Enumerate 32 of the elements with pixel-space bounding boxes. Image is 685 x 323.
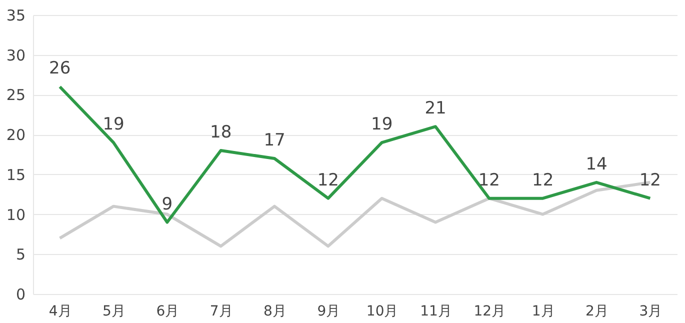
data-label: 12	[478, 170, 500, 190]
y-tick-label: 35	[6, 6, 26, 24]
y-tick-label: 30	[6, 46, 26, 64]
data-label: 21	[424, 98, 446, 119]
x-tick-label: 3月	[639, 304, 662, 320]
x-tick-label: 5月	[102, 304, 126, 320]
data-label: 12	[317, 170, 339, 190]
data-label: 17	[264, 130, 286, 150]
y-tick-label: 5	[16, 246, 26, 264]
x-tick-label: 10月	[366, 304, 398, 320]
data-label: 12	[532, 170, 554, 190]
x-tick-label: 4月	[48, 304, 72, 320]
x-tick-label: 1月	[532, 304, 555, 320]
x-tick-label: 6月	[156, 304, 180, 320]
data-label: 26	[49, 58, 71, 79]
x-tick-label: 11月	[420, 304, 452, 320]
data-label: 19	[371, 114, 393, 135]
y-tick-label: 10	[6, 206, 26, 224]
y-tick-label: 15	[6, 166, 26, 184]
y-tick-label: 20	[6, 126, 26, 144]
data-label: 18	[210, 122, 232, 143]
x-tick-label: 7月	[210, 304, 233, 320]
y-tick-label: 25	[6, 86, 26, 104]
data-label: 12	[639, 170, 661, 190]
data-label: 9	[162, 194, 173, 214]
data-label: 19	[102, 114, 124, 135]
x-tick-label: 8月	[264, 304, 286, 320]
x-tick-label: 2月	[586, 304, 608, 320]
data-label: 14	[586, 154, 608, 174]
x-tick-label: 12月	[474, 304, 506, 320]
y-tick-label: 0	[16, 286, 26, 304]
x-tick-label: 9月	[317, 304, 340, 320]
